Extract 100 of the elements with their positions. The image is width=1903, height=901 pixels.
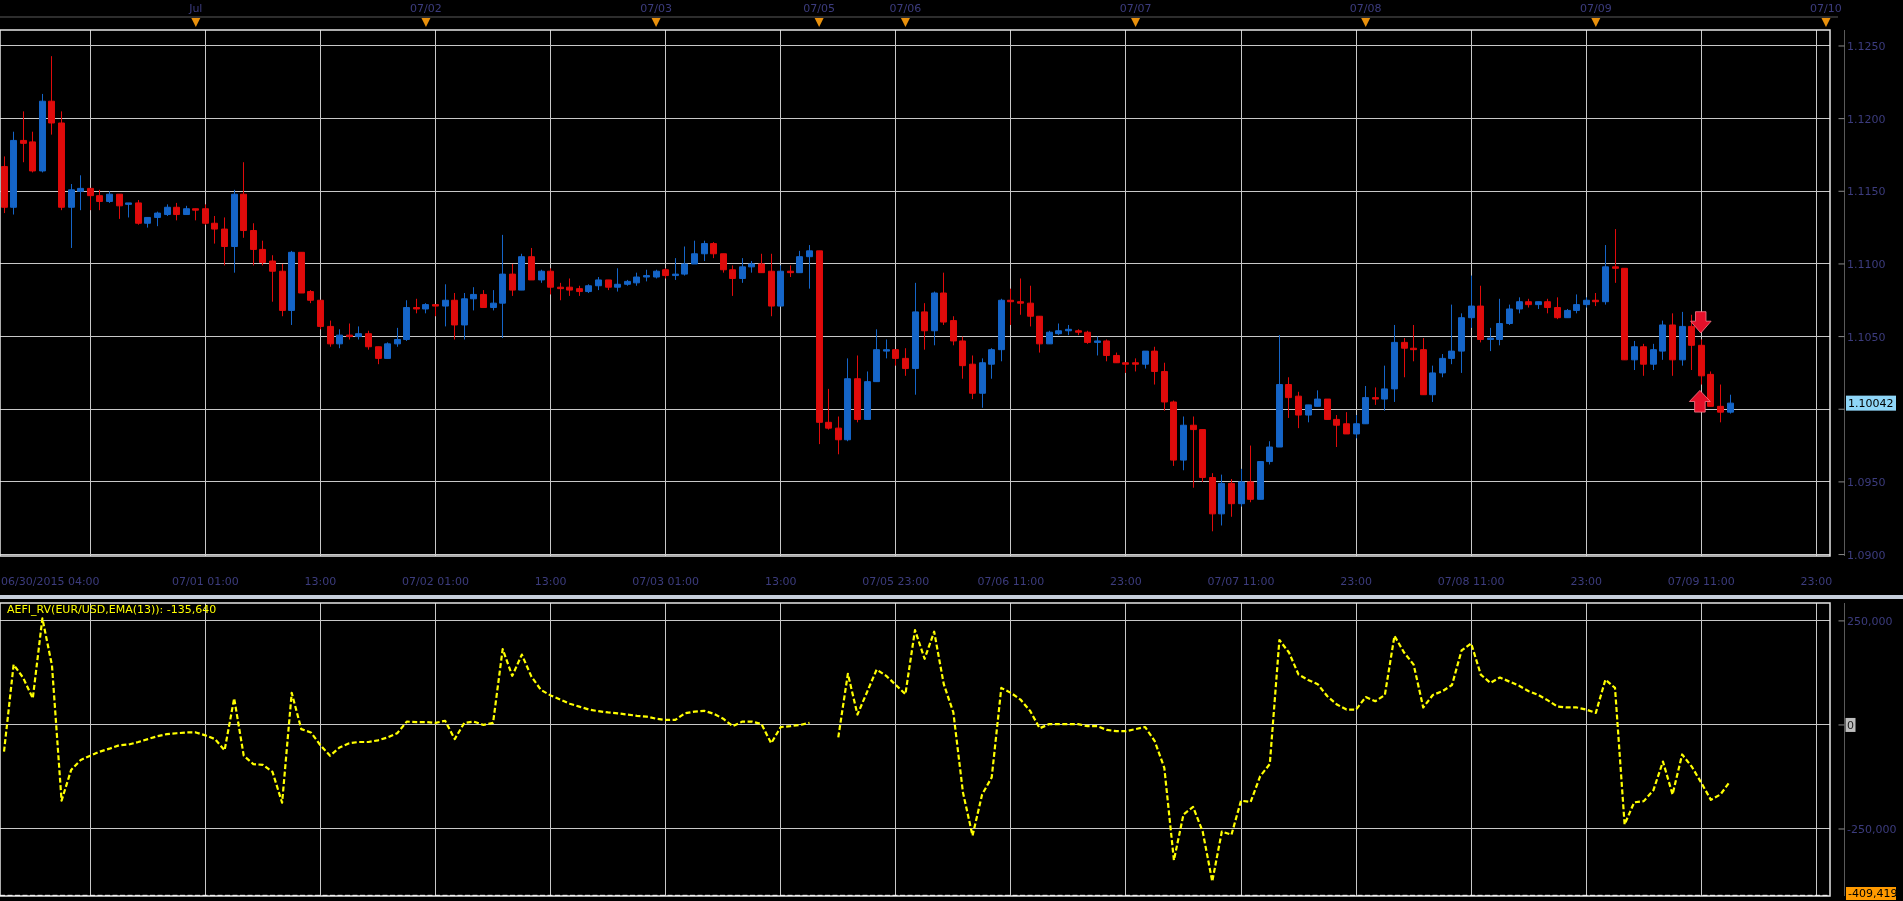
candlestick [796, 250, 803, 274]
candlestick [1199, 429, 1206, 483]
x-tick-label: 07/02 [410, 2, 442, 15]
candlestick [442, 283, 449, 327]
candlestick [394, 327, 401, 348]
candlestick [1621, 267, 1628, 361]
candlestick [1602, 244, 1609, 306]
candlestick [1353, 414, 1360, 439]
x-tick-label: 07/05 [803, 2, 835, 15]
candlestick [1717, 384, 1724, 423]
x-tick-label: 07/03 [640, 2, 672, 15]
candlestick [1314, 389, 1321, 407]
candlestick [1506, 304, 1513, 326]
candlestick [250, 222, 257, 266]
candlestick [365, 330, 372, 351]
candlestick [231, 189, 238, 274]
x-tick-label: 13:00 [764, 575, 797, 588]
candlestick [240, 161, 247, 239]
candlestick [1285, 376, 1292, 419]
candlestick [336, 328, 343, 349]
candlestick [1218, 474, 1225, 526]
candlestick [269, 254, 276, 303]
candlestick [307, 289, 314, 304]
candlestick [20, 110, 27, 163]
candlestick [1161, 362, 1168, 412]
candlestick [1170, 400, 1177, 467]
x-tick-label: 07/10 [1810, 2, 1842, 15]
candlestick [48, 55, 55, 136]
candlestick [490, 289, 497, 311]
candlestick [835, 416, 842, 455]
candlestick [1132, 357, 1139, 372]
candlestick [1190, 416, 1197, 489]
candlestick [988, 347, 995, 380]
candlestick [58, 110, 65, 211]
candlestick [259, 240, 266, 266]
candlestick [1401, 337, 1408, 378]
x-tick-label: 07/03 01:00 [632, 575, 700, 588]
candlestick [1659, 320, 1666, 361]
x-tick-label: 07/06 [889, 2, 922, 15]
candlestick [202, 203, 209, 226]
candlestick [1027, 285, 1034, 327]
candlestick [1381, 365, 1388, 412]
ref-line-label: -409,419 [1848, 887, 1898, 901]
candlestick [1592, 292, 1599, 307]
candlestick [1180, 416, 1187, 471]
candlestick [499, 234, 506, 339]
candlestick [787, 264, 794, 278]
candlestick [413, 298, 420, 314]
candlestick [1065, 324, 1072, 336]
candlestick [106, 190, 113, 204]
candlestick [844, 357, 851, 442]
x-tick-label: 23:00 [1340, 575, 1372, 588]
candlestick [384, 341, 391, 359]
candlestick [816, 250, 823, 445]
candlestick [1209, 472, 1216, 532]
candlestick [1036, 315, 1043, 354]
x-tick-label: 07/05 23:00 [862, 575, 930, 588]
x-tick-label: 07/07 11:00 [1207, 575, 1275, 588]
candlestick [758, 253, 765, 274]
candlestick [931, 291, 938, 346]
candlestick [538, 269, 545, 284]
x-tick-label: Jul [188, 2, 203, 15]
candlestick [183, 205, 190, 216]
text: 1.10042 [1848, 397, 1894, 411]
candlestick [39, 93, 46, 173]
candlestick [653, 269, 660, 279]
candlestick [768, 253, 775, 317]
candlestick [317, 299, 324, 330]
candlestick [1516, 296, 1523, 314]
candlestick [518, 253, 525, 291]
candlestick [1554, 296, 1561, 320]
candlestick [892, 349, 899, 367]
x-tick-label: 23:00 [1800, 575, 1833, 588]
candlestick [451, 292, 458, 340]
candlestick [1487, 327, 1494, 352]
candlestick [1372, 386, 1379, 406]
candlestick [68, 183, 75, 249]
candlestick [403, 299, 410, 342]
candlestick [480, 289, 487, 309]
candlestick [921, 302, 928, 351]
candlestick [672, 257, 679, 281]
candlestick [1679, 311, 1686, 367]
candlestick [1247, 445, 1254, 503]
candlestick [375, 346, 382, 365]
candlestick [1583, 296, 1590, 309]
candlestick [432, 304, 439, 317]
candlestick [96, 189, 103, 211]
candlestick [355, 325, 362, 340]
x-tick-label: 23:00 [1570, 575, 1603, 588]
text: 06/30/2015 04:00 [1, 575, 100, 588]
candlestick [470, 286, 477, 311]
candlestick [1151, 346, 1158, 386]
candlestick [1544, 298, 1551, 314]
candlestick [1113, 352, 1120, 364]
candlestick [173, 202, 180, 221]
y-tick-label: 1.1150 [1847, 185, 1886, 199]
candlestick [998, 298, 1005, 362]
candlestick [969, 354, 976, 400]
candlestick [1650, 343, 1657, 371]
candlestick [585, 283, 592, 294]
